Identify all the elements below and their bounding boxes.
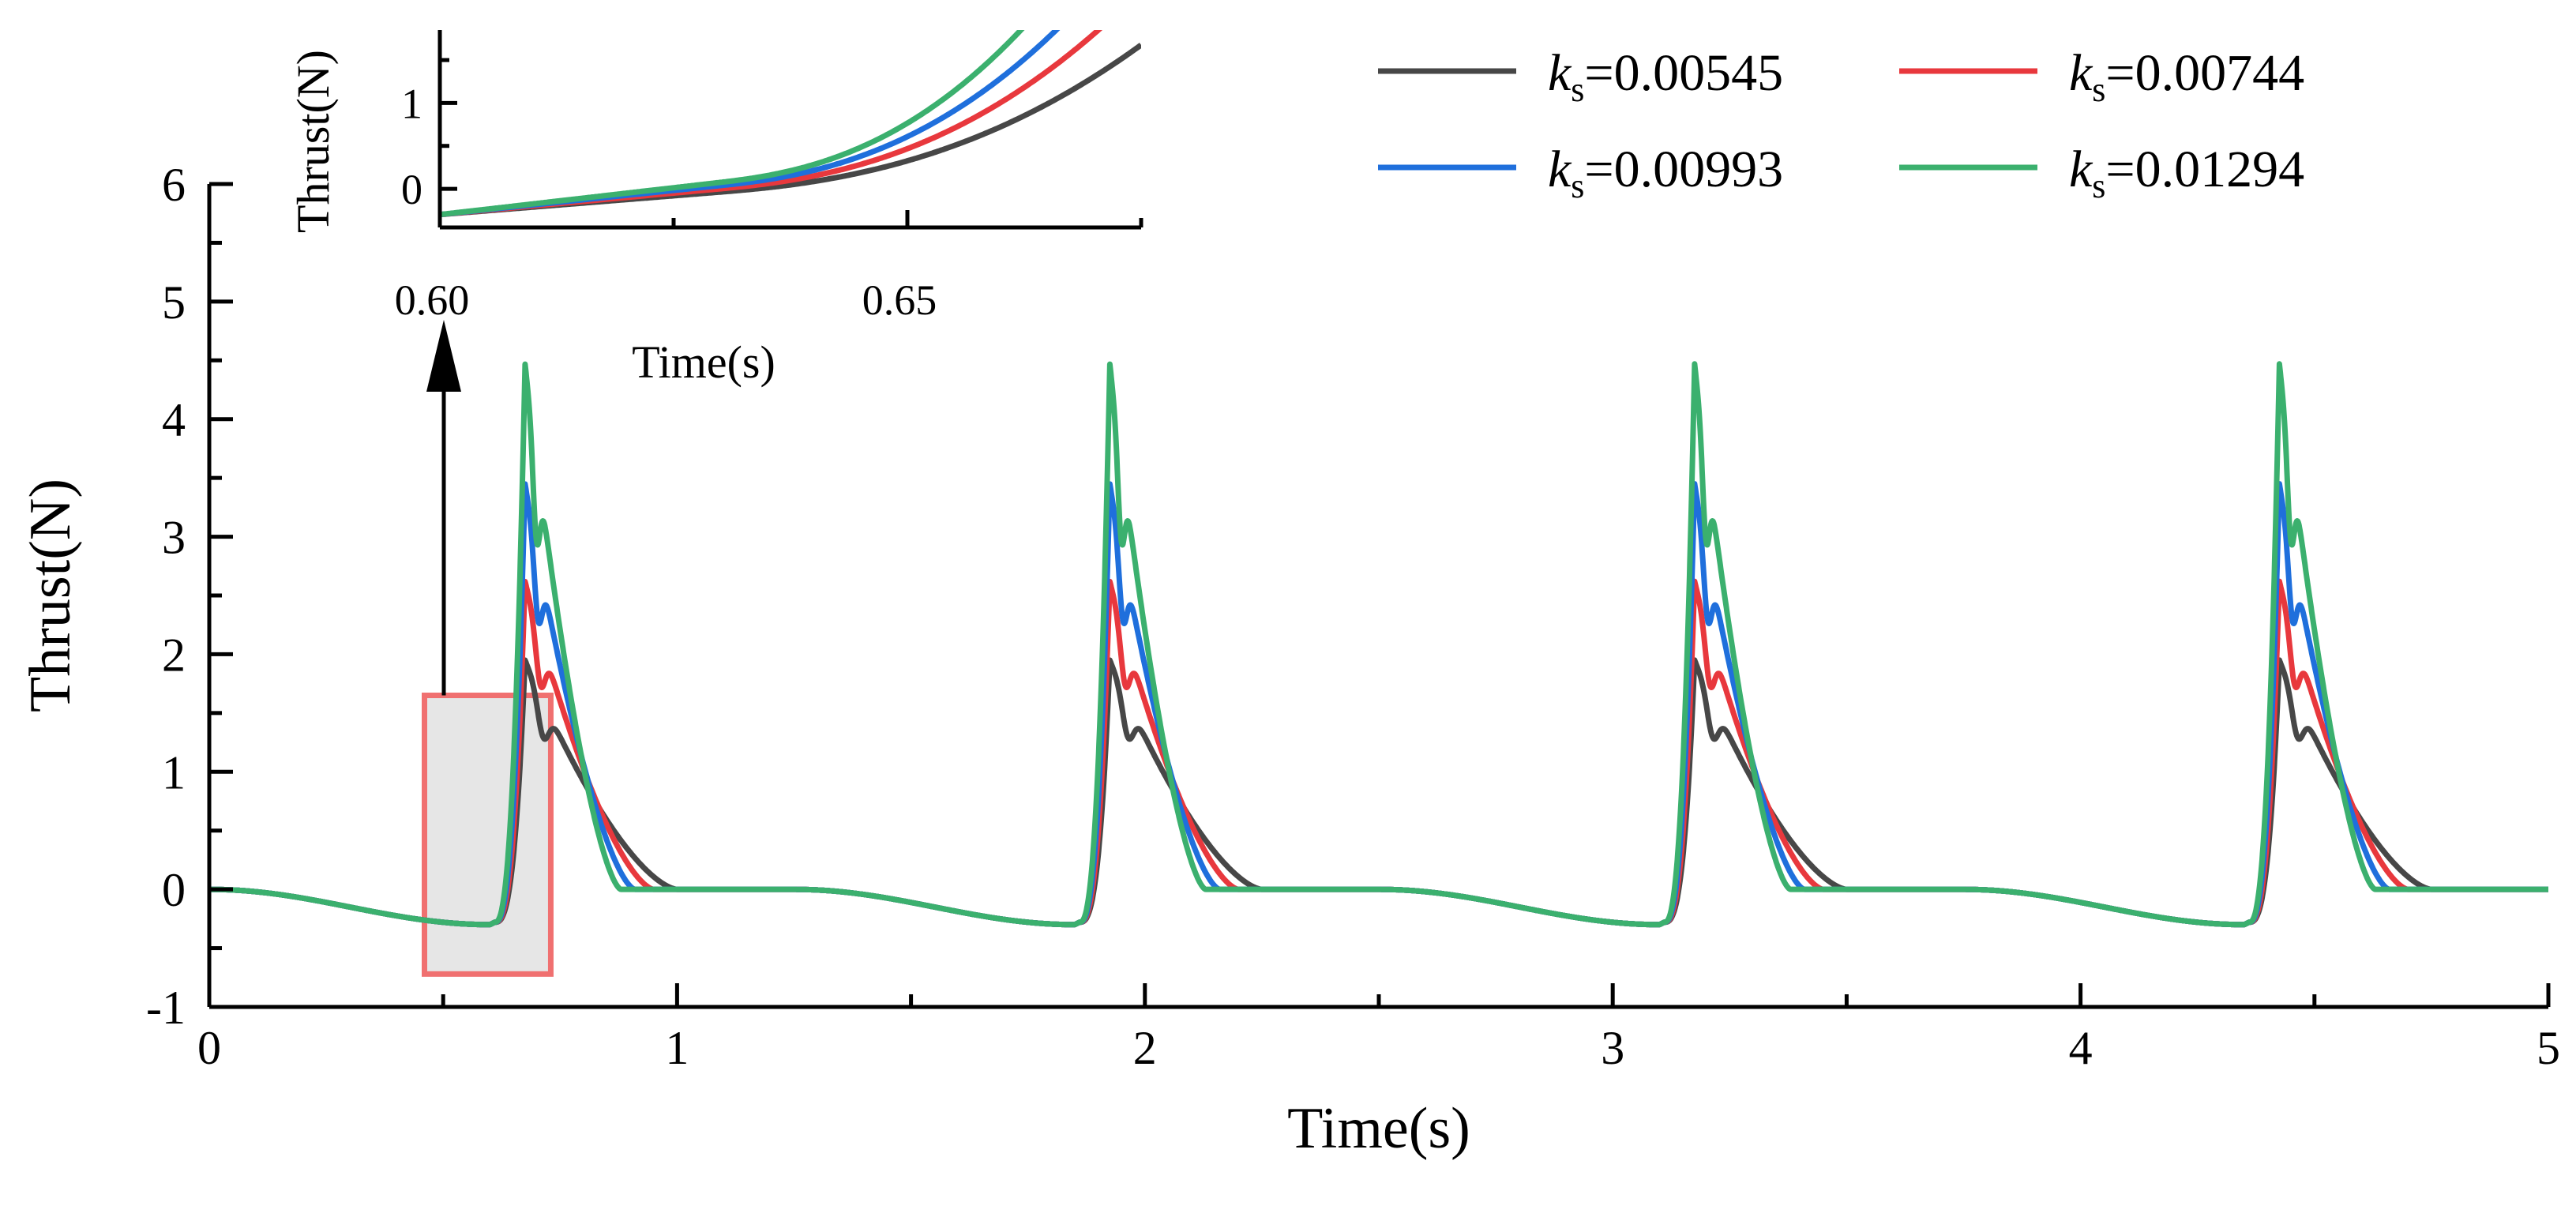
zoom-box xyxy=(422,693,554,977)
x-tick-label: 5 xyxy=(2537,1022,2560,1074)
y-tick-label: 0 xyxy=(162,864,186,916)
inset-y-axis-title: Thrust(N) xyxy=(287,50,339,233)
x-tick-label: 0 xyxy=(197,1022,221,1074)
x-tick-label: 2 xyxy=(1133,1022,1157,1074)
y-tick-label: -1 xyxy=(146,982,186,1034)
zoom-box-layer xyxy=(422,693,554,977)
x-axis-title: Time(s) xyxy=(1287,1096,1470,1161)
inset-series-line-1 xyxy=(440,43,1141,218)
y-tick-label: 4 xyxy=(162,394,186,446)
legend-label-3: ks=0.00993 xyxy=(1548,141,1783,205)
inset-series-lines xyxy=(440,30,1141,218)
inset-x-tick-label: 0.65 xyxy=(862,276,937,324)
y-axis-title: Thrust(N) xyxy=(18,479,83,712)
inset-x-tick-label: 0.60 xyxy=(395,276,470,324)
inset-axes: 0.60 0.65 0 1 Time(s) Thrust(N) xyxy=(287,30,1143,388)
legend-label-2: ks=0.00744 xyxy=(2069,44,2304,109)
main-series-lines xyxy=(207,361,2551,928)
series-line-4 xyxy=(207,361,2551,928)
inset-y-tick-label: 1 xyxy=(401,80,422,127)
y-tick-label: 2 xyxy=(162,629,186,681)
inset-series-line-4 xyxy=(440,30,1025,218)
legend-label-4: ks=0.01294 xyxy=(2069,141,2304,205)
x-tick-label: 1 xyxy=(665,1022,689,1074)
y-tick-label: 6 xyxy=(162,159,186,211)
y-tick-label: 5 xyxy=(162,276,186,329)
arrow-head xyxy=(426,320,461,392)
legend: ks=0.00545 ks=0.00744 ks=0.00993 ks=0.01294 xyxy=(1378,44,2304,205)
x-tick-label: 3 xyxy=(1601,1022,1624,1074)
x-tick-label: 4 xyxy=(2069,1022,2093,1074)
inset-x-axis-title: Time(s) xyxy=(632,336,775,388)
zoom-arrow xyxy=(426,320,461,696)
legend-label-1: ks=0.00545 xyxy=(1548,44,1783,109)
y-tick-label: 1 xyxy=(162,746,186,798)
inset-y-tick-label: 0 xyxy=(401,166,422,213)
y-tick-label: 3 xyxy=(162,512,186,564)
